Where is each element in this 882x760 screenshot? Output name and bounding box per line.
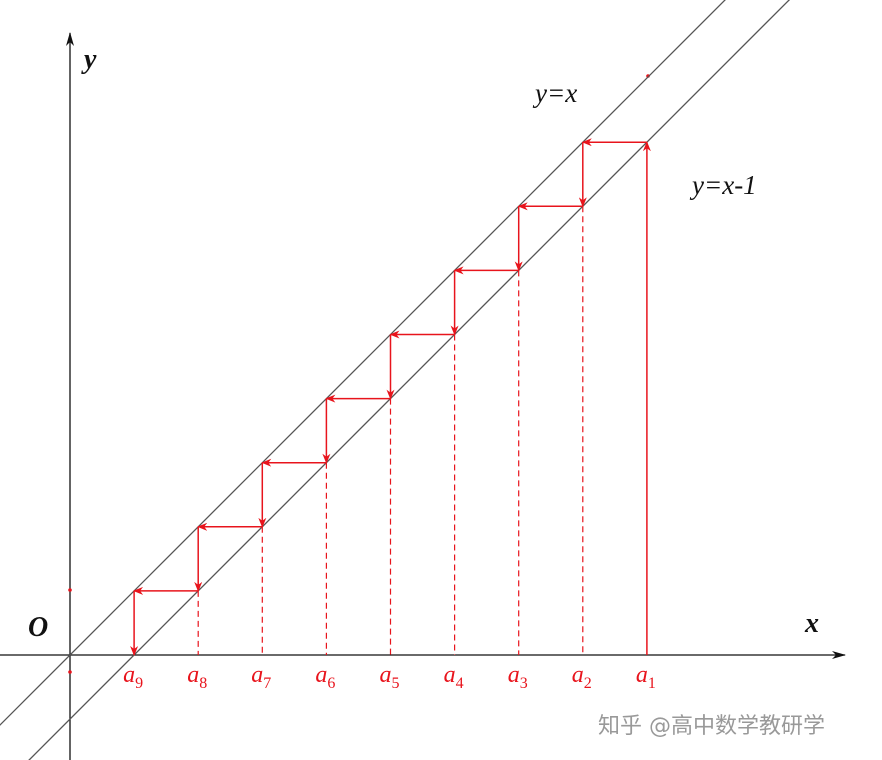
line-y-eq-x-minus-1 <box>28 0 791 760</box>
point-label: a1 <box>636 662 656 692</box>
label-subscript: 8 <box>199 675 207 692</box>
point-label: a2 <box>572 662 592 692</box>
line-label: y=x <box>532 78 577 108</box>
y-label: y <box>81 44 97 75</box>
point-label: a4 <box>444 662 464 692</box>
label-subscript: 4 <box>456 675 464 692</box>
point-label: a5 <box>380 662 400 692</box>
label-base: a <box>572 662 584 688</box>
label-subscript: 3 <box>520 675 528 692</box>
label-base: a <box>380 662 392 688</box>
label-base: a <box>508 662 520 688</box>
label-subscript: 2 <box>584 675 592 692</box>
label-subscript: 6 <box>327 675 335 692</box>
label-base: a <box>315 662 327 688</box>
label-base: a <box>636 662 648 688</box>
line-label: y=x-1 <box>689 170 757 200</box>
label-subscript: 1 <box>648 675 656 692</box>
label-subscript: 7 <box>263 675 271 692</box>
dot <box>68 588 72 592</box>
label-base: a <box>123 662 135 688</box>
line-y-eq-x <box>0 0 726 726</box>
point-label: a7 <box>251 662 271 692</box>
watermark: 知乎 @高中数学教研学 <box>598 714 825 739</box>
label-base: a <box>251 662 263 688</box>
label-subscript: 5 <box>392 675 400 692</box>
point-label: a6 <box>315 662 335 692</box>
point-label: a8 <box>187 662 207 692</box>
point-label: a3 <box>508 662 528 692</box>
label-subscript: 9 <box>135 675 143 692</box>
x-label: x <box>804 608 819 639</box>
label-base: a <box>444 662 456 688</box>
point-label: a9 <box>123 662 143 692</box>
label-base: a <box>187 662 199 688</box>
origin-label: O <box>28 612 48 643</box>
dot <box>68 670 72 674</box>
